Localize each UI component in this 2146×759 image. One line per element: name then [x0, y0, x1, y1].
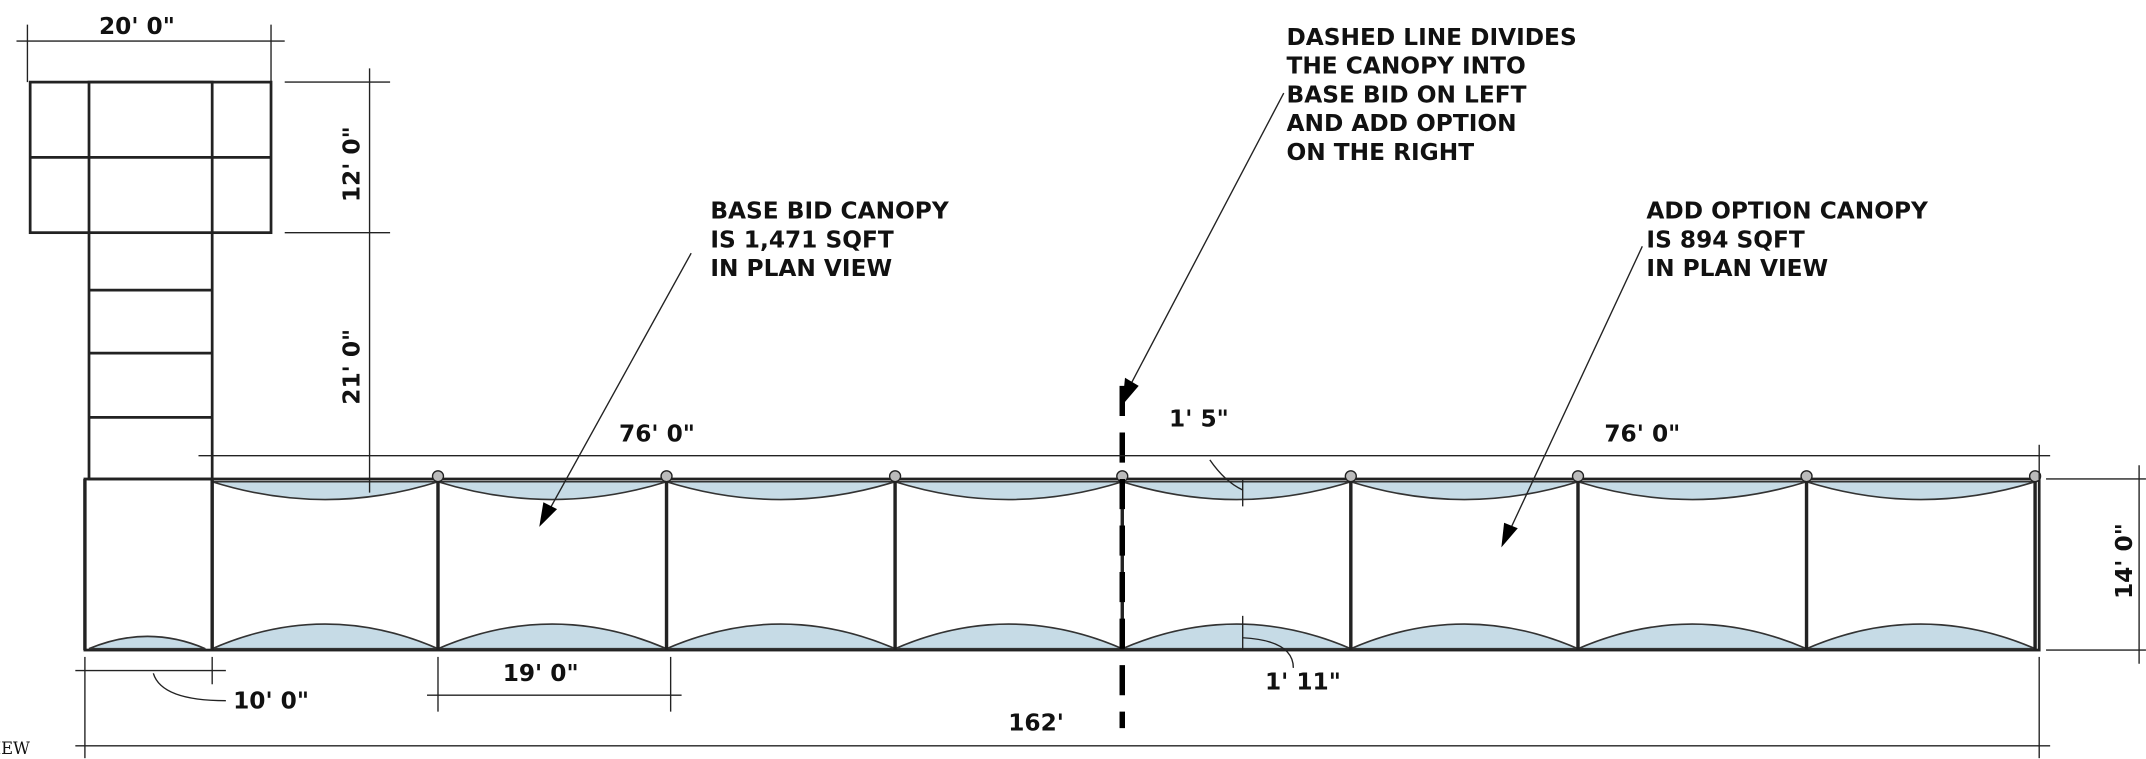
canopy-fabric [437, 623, 667, 650]
canopy-fabric [211, 480, 439, 501]
canopy-fabric [437, 480, 667, 501]
canopy-fabric [666, 480, 896, 501]
canopy-fabric [1806, 480, 2036, 501]
canopy-fabric [211, 623, 439, 650]
post-cap [1800, 470, 1813, 483]
dimension-label: 162' [1008, 709, 1064, 736]
canopy-fabric [1350, 480, 1579, 501]
canopy-fabric [1806, 623, 2036, 650]
annotation-text: DASHED LINE DIVIDES [1286, 24, 1576, 51]
canopy-fabric [1350, 623, 1579, 650]
canopy-fabric [88, 635, 206, 650]
post-cap [888, 470, 902, 483]
dimension-label: 20' 0" [99, 13, 175, 40]
post-cap [1344, 470, 1357, 483]
annotation-text: AND ADD OPTION [1286, 110, 1516, 137]
dimension-label: 1' 11" [1265, 668, 1341, 695]
annotation-text: THE CANOPY INTO [1286, 53, 1525, 80]
dimension-label: 76' 0" [1604, 421, 1680, 448]
post-cap [431, 470, 445, 483]
annotation-text: ON THE RIGHT [1286, 139, 1474, 166]
dimension-label: 21' 0" [339, 329, 366, 405]
annotation-text: IN PLAN VIEW [1646, 255, 1828, 282]
canopy-structure [28, 80, 2042, 729]
annotation-text: IN PLAN VIEW [710, 255, 892, 282]
leaders [539, 92, 1643, 548]
canopy-fabric [894, 480, 1123, 501]
canopy-fabric [1122, 480, 1352, 501]
post-cap [1571, 470, 1585, 483]
dimension-label: 1' 5" [1169, 406, 1229, 433]
dimension-label: 10' 0" [233, 688, 309, 715]
view-label: IEW [0, 739, 30, 758]
annotation-text: IS 1,471 SQFT [710, 226, 894, 253]
canopy-fabric [1577, 623, 1807, 650]
annotation-text: BASE BID ON LEFT [1286, 81, 1526, 108]
dimension-label: 19' 0" [503, 660, 579, 687]
annotation-text: BASE BID CANOPY [710, 198, 950, 225]
annotation-text: ADD OPTION CANOPY [1646, 198, 1929, 225]
dimension-label: 14' 0" [2111, 523, 2138, 599]
canopy-fabric [1577, 480, 1807, 501]
annotation-text: IS 894 SQFT [1646, 226, 1805, 253]
dimension-lines [16, 24, 2146, 759]
dimension-label: 12' 0" [339, 126, 366, 202]
canopy-fabric [1121, 623, 1352, 650]
dimension-label: 76' 0" [619, 421, 695, 448]
canopy-fabric [666, 623, 896, 650]
canopy-fabric [894, 623, 1123, 650]
post-cap [660, 470, 673, 483]
post-cap [2028, 470, 2042, 483]
